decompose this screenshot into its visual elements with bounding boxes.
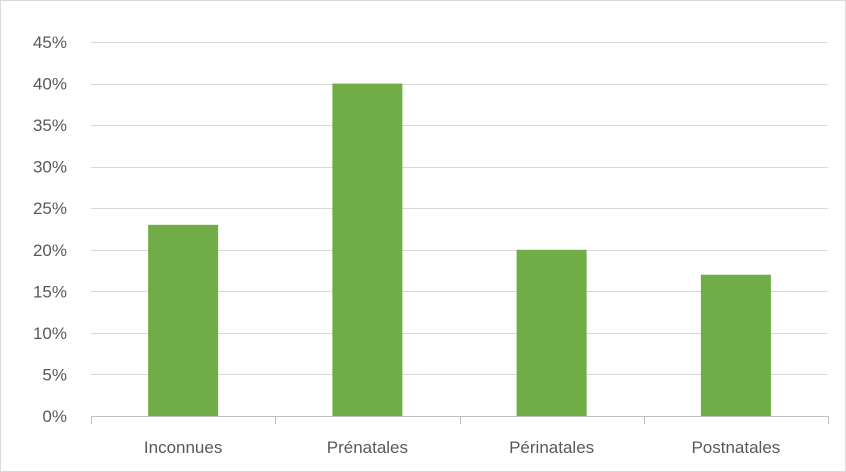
bar-périnatales xyxy=(516,249,587,416)
axes xyxy=(91,416,829,424)
y-tick-label: 30% xyxy=(33,158,67,177)
y-tick-label: 45% xyxy=(33,33,67,52)
y-tick-label: 0% xyxy=(42,407,67,426)
bar-inconnues xyxy=(148,224,219,416)
y-tick-label: 35% xyxy=(33,116,67,135)
x-category-label: Périnatales xyxy=(509,438,594,457)
y-tick-label: 5% xyxy=(42,365,67,384)
y-tick-label: 10% xyxy=(33,324,67,343)
bar-prénatales xyxy=(332,83,403,417)
x-axis-category-labels: Inconnues Prénatales Périnatales Postnatale… xyxy=(144,438,780,457)
y-axis-tick-labels: 0% 5% 10% 15% 20% 25% 30% 35% 40% 45% xyxy=(33,33,67,426)
y-tick-label: 15% xyxy=(33,282,67,301)
x-category-label: Prénatales xyxy=(327,438,408,457)
y-tick-label: 20% xyxy=(33,241,67,260)
x-category-label: Postnatales xyxy=(691,438,780,457)
y-tick-label: 25% xyxy=(33,199,67,218)
x-category-label: Inconnues xyxy=(144,438,222,457)
bar-postnatales xyxy=(700,274,771,416)
y-tick-label: 40% xyxy=(33,75,67,94)
bars xyxy=(148,83,771,417)
